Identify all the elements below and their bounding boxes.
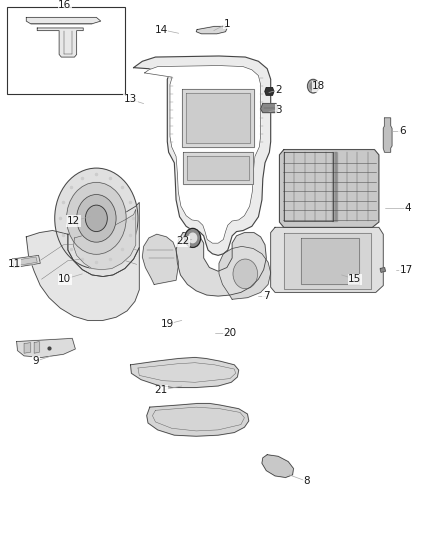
Text: 8: 8 <box>303 476 310 486</box>
Text: 15: 15 <box>348 274 361 284</box>
Polygon shape <box>219 246 271 299</box>
Text: 11: 11 <box>7 260 21 269</box>
Polygon shape <box>301 238 359 285</box>
Text: 1: 1 <box>223 19 230 29</box>
Polygon shape <box>380 268 385 272</box>
Polygon shape <box>37 28 83 57</box>
Polygon shape <box>68 203 139 277</box>
Text: 7: 7 <box>263 291 270 301</box>
Polygon shape <box>142 234 179 285</box>
Polygon shape <box>26 18 101 24</box>
Text: 14: 14 <box>155 25 168 35</box>
Polygon shape <box>186 93 250 143</box>
Polygon shape <box>134 56 271 255</box>
Circle shape <box>233 259 258 289</box>
Text: 3: 3 <box>275 105 282 115</box>
Circle shape <box>310 83 316 90</box>
Circle shape <box>185 229 201 247</box>
Circle shape <box>67 182 126 254</box>
Text: 10: 10 <box>58 274 71 284</box>
Polygon shape <box>34 342 39 353</box>
Text: 9: 9 <box>32 356 39 366</box>
Text: 20: 20 <box>223 328 237 338</box>
Text: 19: 19 <box>161 319 174 329</box>
Text: 6: 6 <box>399 126 406 136</box>
Polygon shape <box>145 66 261 243</box>
Polygon shape <box>176 232 266 296</box>
Polygon shape <box>332 152 337 221</box>
Polygon shape <box>74 209 136 270</box>
Text: 4: 4 <box>404 203 411 213</box>
Polygon shape <box>17 338 75 358</box>
Polygon shape <box>262 455 293 478</box>
Polygon shape <box>26 230 139 320</box>
Circle shape <box>55 168 138 269</box>
Polygon shape <box>271 228 383 293</box>
Polygon shape <box>131 358 239 387</box>
Circle shape <box>77 195 116 242</box>
Polygon shape <box>187 157 249 180</box>
Text: 17: 17 <box>400 265 413 274</box>
Text: 13: 13 <box>124 94 137 104</box>
Text: 22: 22 <box>177 236 190 246</box>
Text: 21: 21 <box>155 385 168 395</box>
Polygon shape <box>265 88 274 95</box>
Polygon shape <box>183 152 253 184</box>
Circle shape <box>85 205 107 231</box>
Circle shape <box>189 233 197 243</box>
Polygon shape <box>24 343 31 353</box>
Text: 16: 16 <box>58 0 71 10</box>
Polygon shape <box>17 257 37 265</box>
Text: 12: 12 <box>67 216 80 226</box>
Circle shape <box>307 79 319 93</box>
Polygon shape <box>261 103 278 112</box>
Polygon shape <box>383 118 392 152</box>
Polygon shape <box>284 232 371 289</box>
Bar <box>7 7 125 94</box>
Text: 2: 2 <box>275 85 282 95</box>
Polygon shape <box>12 255 40 268</box>
Polygon shape <box>147 403 249 436</box>
Polygon shape <box>182 89 254 147</box>
Text: 18: 18 <box>312 81 325 91</box>
Polygon shape <box>279 150 379 228</box>
Polygon shape <box>196 27 227 34</box>
